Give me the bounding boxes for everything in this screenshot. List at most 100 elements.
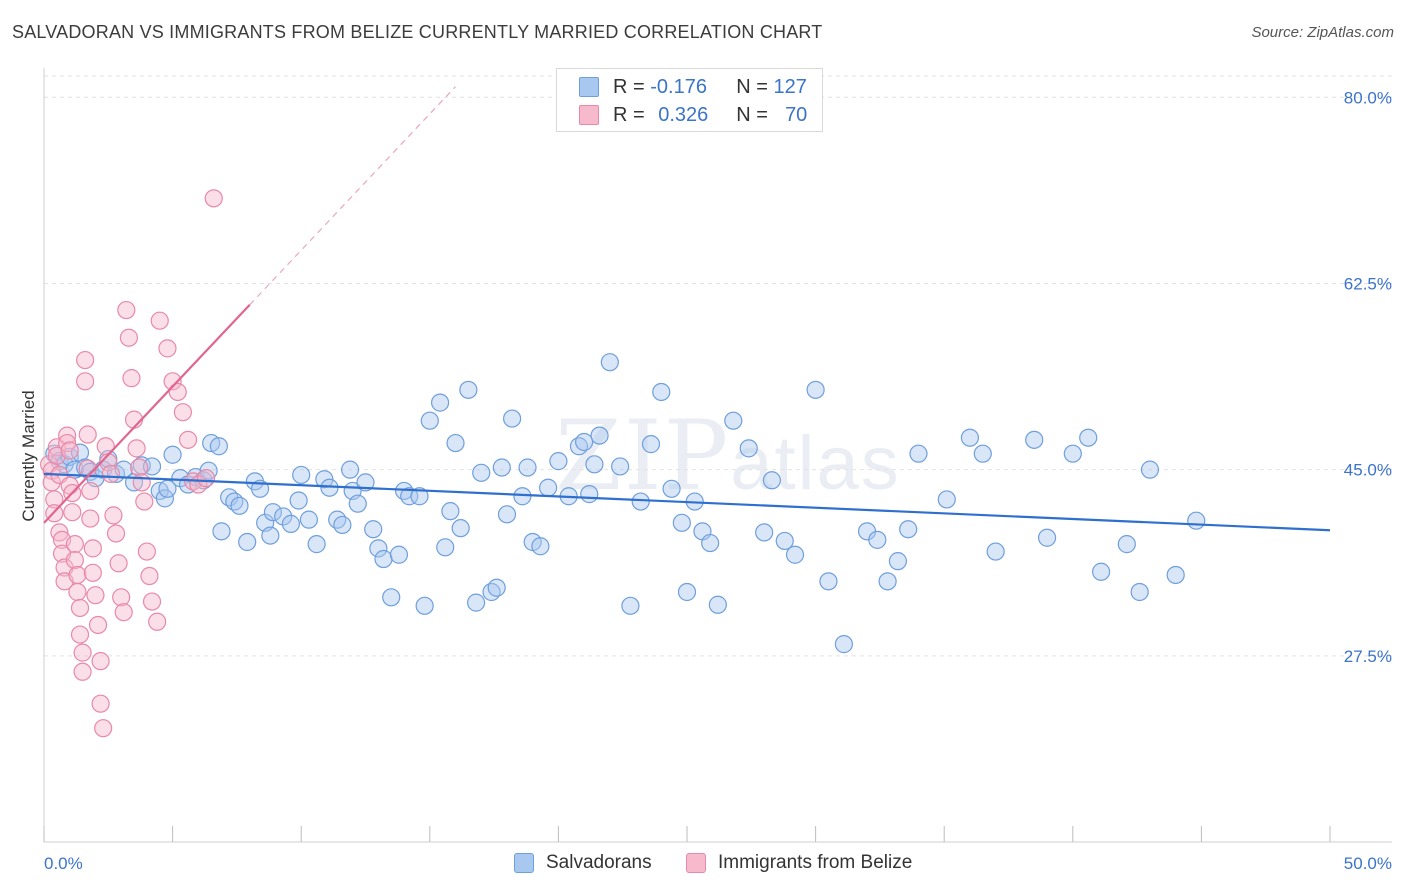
belize-point — [96, 437, 115, 456]
salvadoran-point — [662, 479, 681, 498]
salvadoran-point — [575, 432, 594, 452]
salvadoran-point — [701, 533, 720, 553]
belize-trendline — [43, 303, 251, 524]
salvadoran-point — [1025, 430, 1044, 449]
salvadoran-point — [315, 470, 334, 489]
salvadoran-point — [503, 409, 522, 428]
salvadoran-point — [487, 578, 506, 597]
salvadoran-point — [263, 503, 283, 522]
y-tick-label: 80.0% — [1344, 88, 1392, 107]
belize-point — [117, 300, 136, 320]
salvadoran-point — [274, 507, 293, 526]
belize-point — [130, 458, 149, 477]
salvadoran-point — [446, 433, 465, 453]
salvadoran-point — [600, 353, 619, 372]
salvadoran-point — [834, 635, 853, 654]
salvadoran-point — [472, 463, 491, 482]
stats-legend-row-salvadorans: R = -0.176 N = 127 — [579, 74, 807, 100]
salvadoran-point — [1166, 565, 1185, 585]
salvadoran-point — [307, 535, 326, 554]
salvadoran-point — [739, 439, 758, 458]
salvadoran-point — [348, 494, 367, 513]
salvadoran-point — [356, 473, 375, 492]
y-tick-label: 45.0% — [1344, 461, 1392, 480]
salvadoran-point — [677, 582, 697, 602]
salvadoran-point — [1187, 511, 1206, 530]
salvadoran-point — [909, 444, 928, 463]
salvadoran-point — [289, 491, 308, 510]
belize-point — [135, 492, 154, 511]
salvadoran-point — [888, 552, 908, 571]
stats-legend-row-belize: R = 0.326 N = 70 — [579, 102, 807, 128]
belize-point — [163, 372, 182, 391]
salvadoran-point — [281, 514, 301, 533]
belize-point — [78, 425, 97, 444]
salvadoran-point — [621, 596, 640, 615]
salvadoran-point — [410, 487, 429, 506]
belize-point — [83, 539, 102, 558]
n-value: 127 — [773, 75, 807, 98]
n-label: N = — [736, 103, 768, 126]
x-tick-label: 50.0% — [1344, 854, 1392, 873]
salvadoran-point — [374, 549, 393, 569]
salvadoran-point — [230, 496, 249, 515]
belize-point — [68, 582, 87, 602]
r-value: 0.326 — [658, 103, 709, 126]
n-value: 70 — [785, 103, 808, 126]
salvadoran-point — [775, 531, 794, 551]
salvadoran-point — [492, 458, 511, 477]
salvadoran-point — [209, 437, 228, 456]
salvadoran-point — [806, 380, 825, 399]
legend-swatch-salvadorans — [579, 77, 599, 97]
salvadoran-point — [652, 382, 671, 402]
salvadoran-point — [261, 526, 280, 545]
belize-point — [65, 535, 84, 554]
salvadoran-point — [960, 428, 980, 447]
belize-point — [65, 550, 84, 570]
salvadoran-point — [899, 520, 918, 539]
belize-point — [158, 339, 177, 358]
salvadoran-point — [389, 545, 409, 564]
salvadoran-point — [1130, 582, 1149, 602]
salvadoran-point — [785, 545, 805, 564]
salvadoran-point — [611, 457, 630, 476]
salvadoran-point — [142, 457, 162, 476]
belize-point — [70, 598, 90, 618]
salvadoran-point — [539, 478, 558, 497]
salvadoran-point — [420, 411, 439, 430]
salvadoran-point — [513, 487, 532, 506]
salvadoran-point — [531, 537, 550, 556]
belize-point — [119, 328, 138, 347]
salvadoran-point — [364, 520, 383, 539]
salvadoran-point — [937, 490, 956, 509]
legend-item-belize[interactable]: Immigrants from Belize — [686, 852, 912, 874]
legend-item-salvadorans[interactable]: Salvadorans — [514, 852, 652, 874]
salvadoran-point — [292, 465, 311, 485]
belize-point — [70, 625, 90, 644]
belize-point — [101, 464, 120, 483]
belize-point — [81, 509, 100, 528]
belize-point — [91, 694, 110, 713]
salvadoran-point — [382, 588, 401, 607]
salvadoran-point — [973, 444, 992, 463]
salvadoran-point — [328, 510, 347, 529]
salvadoran-point — [451, 519, 470, 538]
salvadoran-point — [762, 471, 781, 490]
belize-point — [104, 506, 123, 525]
salvadoran-point — [878, 572, 897, 591]
salvadoran-point — [415, 596, 434, 615]
salvadoran-point — [585, 455, 604, 474]
legend-swatch-salvadorans — [514, 853, 534, 873]
salvadoran-trendline — [43, 472, 1331, 532]
belize-point — [142, 592, 162, 611]
belize-point — [60, 441, 79, 460]
belize-point — [58, 433, 77, 453]
n-label: N = — [736, 75, 768, 98]
belize-point — [148, 612, 167, 631]
salvadoran-point — [459, 380, 478, 399]
y-tick-label: 62.5% — [1344, 274, 1392, 293]
belize-point — [73, 643, 92, 662]
belize-point — [68, 565, 87, 585]
salvadoran-point — [163, 445, 182, 464]
